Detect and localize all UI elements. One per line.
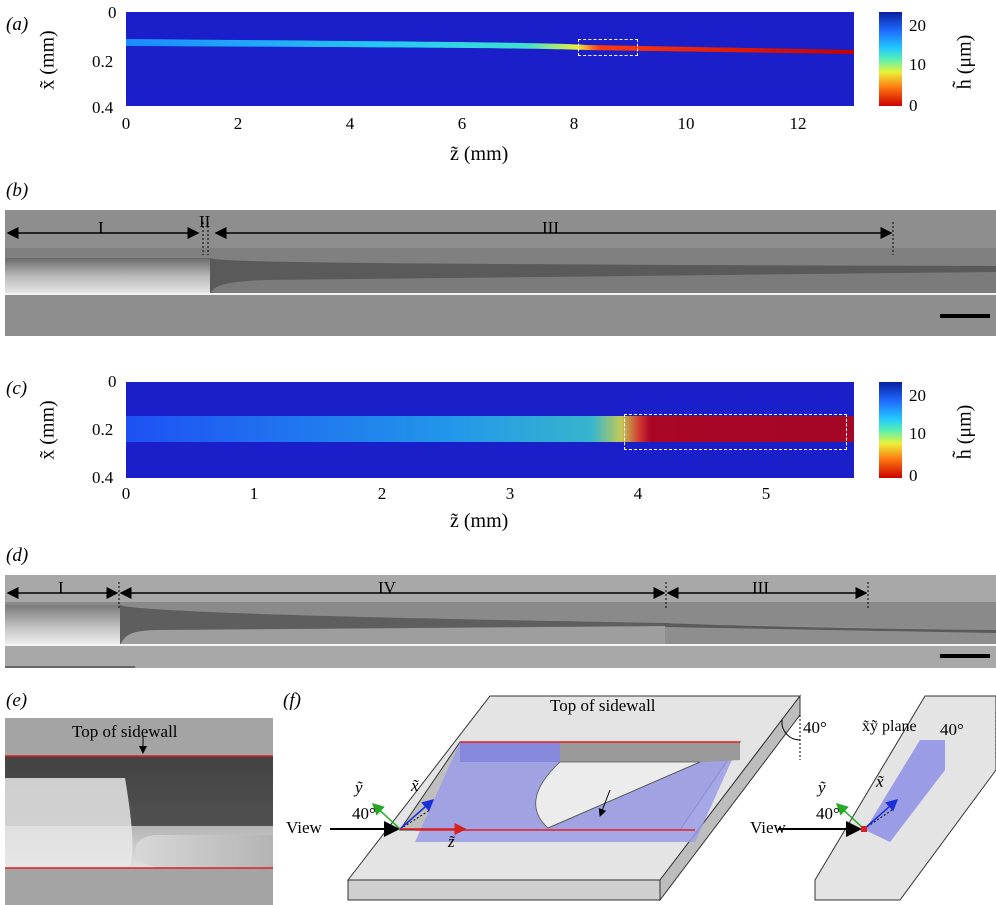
panel-a-xtick-2: 4	[345, 114, 355, 133]
micrograph-b-drawing	[5, 248, 996, 318]
panel-f-annotation: Top of sidewall	[550, 696, 656, 715]
panel-d-region-arrows	[6, 582, 869, 608]
colorbar-a-tick-10: 10	[909, 55, 926, 74]
panel-f-angle-label: 40°	[352, 804, 376, 823]
panel-f-axis-z: z̃	[448, 832, 455, 851]
colorbar-a-tick-20: 20	[909, 16, 926, 35]
colorbar-c-tick-10: 10	[909, 424, 926, 443]
panel-b-region-I: I	[98, 218, 104, 237]
panel-f-plane-label: x̃ỹ plane	[862, 718, 917, 735]
micrograph-d-drawing	[5, 602, 996, 668]
panel-e-annotation: Top of sidewall	[72, 722, 178, 741]
colorbar-c	[879, 382, 902, 478]
panel-a-xtick-4: 8	[569, 114, 579, 133]
channel-block	[346, 694, 802, 902]
panel-f-angle-label-right: 40°	[803, 718, 827, 737]
panel-c-xtick-3: 3	[505, 484, 515, 503]
panel-f-axis-x: x̃	[411, 776, 419, 795]
panel-c-xtick-0: 0	[121, 484, 131, 503]
panel-e-label: (e)	[6, 690, 28, 711]
colorbar-a-tick-0: 0	[909, 96, 918, 115]
panel-f-label: (f)	[283, 690, 301, 711]
panel-b-region-III: III	[542, 218, 559, 237]
panel-c-ytick-2: 0.4	[92, 468, 114, 487]
panel-d-region-I: I	[58, 578, 64, 597]
micrograph-e	[5, 718, 273, 905]
panel-c-ytick-0: 0	[108, 372, 117, 391]
panel-f-view-label-right: View	[750, 818, 786, 837]
panel-d-region-III: III	[752, 578, 769, 597]
panel-c-xlabel: z̃ (mm)	[450, 510, 509, 532]
heatmap-a-roi-box	[578, 39, 638, 56]
panel-a-xtick-5: 10	[677, 114, 695, 133]
plane-block	[814, 695, 996, 901]
colorbar-c-tick-0: 0	[909, 466, 918, 485]
colorbar-c-tick-20: 20	[909, 386, 926, 405]
panel-a-xtick-6: 12	[789, 114, 807, 133]
panel-a-ytick-2: 0.4	[92, 98, 114, 117]
panel-a-xtick-3: 6	[457, 114, 467, 133]
heatmap-a	[126, 12, 854, 106]
panel-f-view-label: View	[286, 818, 322, 837]
panel-a-xtick-1: 2	[233, 114, 243, 133]
panel-c-xtick-5: 5	[761, 484, 771, 503]
panel-f-axis-y-right: ỹ	[818, 778, 826, 797]
panel-d-region-IV: IV	[378, 578, 396, 597]
panel-f-axis-x-right: x̃	[876, 772, 884, 791]
heatmap-c	[126, 382, 854, 478]
micrograph-e-drawing	[5, 736, 273, 869]
panel-c-xtick-1: 1	[249, 484, 259, 503]
panel-c-xtick-2: 2	[377, 484, 387, 503]
panel-f-axis-y: ỹ	[355, 778, 363, 797]
panel-a-xtick-0: 0	[121, 114, 131, 133]
panel-b-region-arrows	[6, 222, 894, 255]
panel-f-angle-label-plane: 40°	[940, 720, 964, 739]
panel-c-label: (c)	[6, 378, 28, 399]
panel-b-region-II: II	[199, 212, 211, 231]
heatmap-c-streak	[126, 416, 854, 442]
panel-c-ytick-1: 0.2	[92, 420, 114, 439]
panel-a-label: (a)	[6, 14, 29, 35]
panel-a-ytick-0: 0	[108, 3, 117, 22]
panel-d-label: (d)	[6, 545, 29, 566]
panel-c-xtick-4: 4	[633, 484, 643, 503]
panel-a-ytick-1: 0.2	[92, 52, 114, 71]
heatmap-c-roi-box	[624, 414, 847, 450]
colorbar-a	[879, 12, 902, 106]
panel-f-angle-label-origin-right: 40°	[816, 804, 840, 823]
panel-b-label: (b)	[6, 180, 29, 201]
panel-a-xlabel: z̃ (mm)	[450, 143, 509, 165]
heatmap-a-streak	[126, 39, 854, 54]
